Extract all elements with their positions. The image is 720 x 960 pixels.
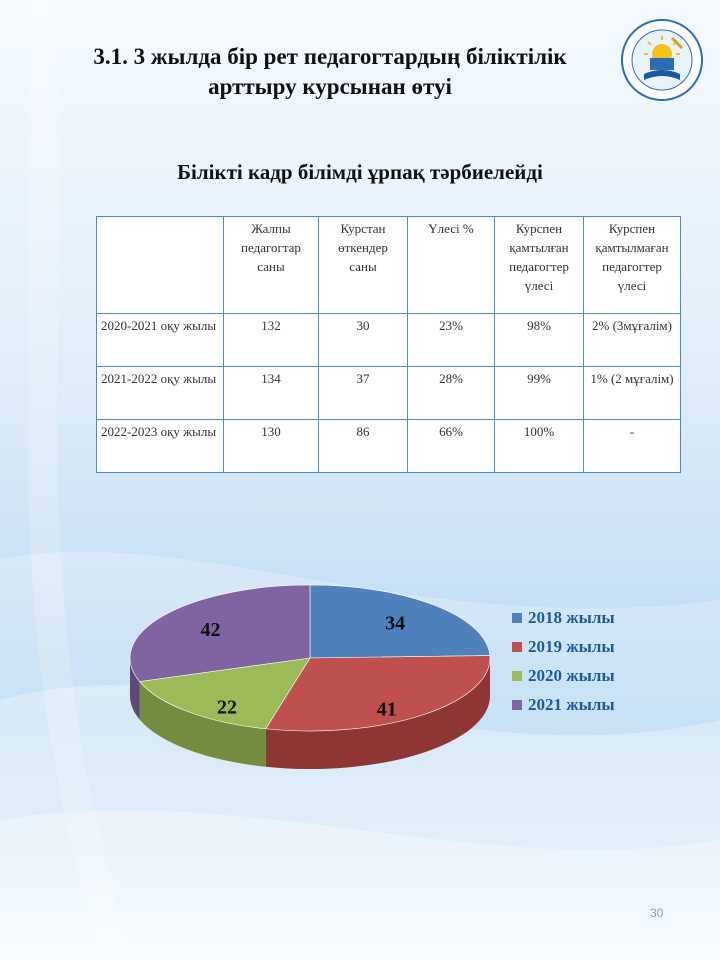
table-row: 2022-2023 оқу жылы 130 86 66% 100% - bbox=[96, 419, 681, 473]
table-row: 2021-2022 оқу жылы 134 37 28% 99% 1% (2 … bbox=[96, 366, 681, 420]
legend-item: 2019 жылы bbox=[512, 632, 615, 661]
pie-slice bbox=[265, 655, 491, 732]
pie-slice-side bbox=[139, 681, 266, 767]
legend-swatch bbox=[512, 670, 522, 681]
table-cell: 86 bbox=[318, 419, 408, 473]
legend-item: 2020 жылы bbox=[512, 661, 615, 690]
page-title: 3.1. 3 жылда бір рет педагогтардың білік… bbox=[30, 42, 630, 102]
pie-chart: 34 41 22 42 bbox=[129, 584, 491, 769]
pie-slice-side bbox=[265, 658, 490, 769]
table-row: 2020-2021 оқу жылы 132 30 23% 98% 2% (3м… bbox=[96, 313, 681, 367]
table-header-cell bbox=[96, 216, 224, 314]
legend-swatch bbox=[512, 612, 522, 623]
pie-slice-side bbox=[130, 658, 140, 720]
pie-data-label: 22 bbox=[217, 696, 237, 718]
table-cell: 2020-2021 оқу жылы bbox=[96, 313, 224, 367]
table-cell: 134 bbox=[223, 366, 319, 420]
table-cell: 98% bbox=[494, 313, 584, 367]
pie-data-label: 42 bbox=[200, 619, 220, 641]
table-cell: 2022-2023 оқу жылы bbox=[96, 419, 224, 473]
courses-table: Жалпы педагогтар саны Курстан өткендер с… bbox=[96, 216, 681, 473]
legend-label: 2019 жылы bbox=[528, 636, 615, 656]
page-number: 30 bbox=[650, 906, 664, 920]
legend-label: 2018 жылы bbox=[528, 607, 615, 627]
legend-item: 2021 жылы bbox=[512, 690, 615, 719]
table-cell: 30 bbox=[318, 313, 408, 367]
table-cell: 100% bbox=[494, 419, 584, 473]
table-cell: - bbox=[583, 419, 681, 473]
table-cell: 2% (3мұғалім) bbox=[583, 313, 681, 367]
page-title-line-2: арттыру курсынан өтуі bbox=[208, 74, 452, 99]
page-title-line-1: 3.1. 3 жылда бір рет педагогтардың білік… bbox=[93, 44, 567, 69]
table-header-row: Жалпы педагогтар саны Курстан өткендер с… bbox=[96, 216, 681, 314]
table-cell: 132 bbox=[223, 313, 319, 367]
motto: Білікті кадр білімді ұрпақ тәрбиелейді bbox=[177, 160, 543, 184]
table-header-cell: Үлесі % bbox=[407, 216, 495, 314]
legend-label: 2021 жылы bbox=[528, 694, 615, 714]
legend-label: 2020 жылы bbox=[528, 665, 615, 685]
table-cell: 23% bbox=[407, 313, 495, 367]
legend-swatch bbox=[512, 641, 522, 652]
legend-swatch bbox=[512, 699, 522, 710]
table-cell: 28% bbox=[407, 366, 495, 420]
pie-slice bbox=[309, 584, 491, 659]
table-cell: 37 bbox=[318, 366, 408, 420]
chart-legend: 2018 жылы 2019 жылы 2020 жылы 2021 жылы bbox=[512, 603, 615, 719]
pie-data-label: 34 bbox=[385, 612, 405, 634]
table-header-cell: Курстан өткендер саны bbox=[318, 216, 408, 314]
pie-slice bbox=[129, 584, 311, 682]
table-cell: 66% bbox=[407, 419, 495, 473]
table-cell: 130 bbox=[223, 419, 319, 473]
school-emblem-icon bbox=[621, 19, 703, 101]
legend-item: 2018 жылы bbox=[512, 603, 615, 632]
table-cell: 2021-2022 оқу жылы bbox=[96, 366, 224, 420]
table-header-cell: Курспен қамтылмаған педагогтер үлесі bbox=[583, 216, 681, 314]
table-header-cell: Жалпы педагогтар саны bbox=[223, 216, 319, 314]
table-cell: 1% (2 мұғалім) bbox=[583, 366, 681, 420]
table-cell: 99% bbox=[494, 366, 584, 420]
pie-data-label: 41 bbox=[377, 699, 397, 721]
table-header-cell: Курспен қамтылған педагогтер үлесі bbox=[494, 216, 584, 314]
